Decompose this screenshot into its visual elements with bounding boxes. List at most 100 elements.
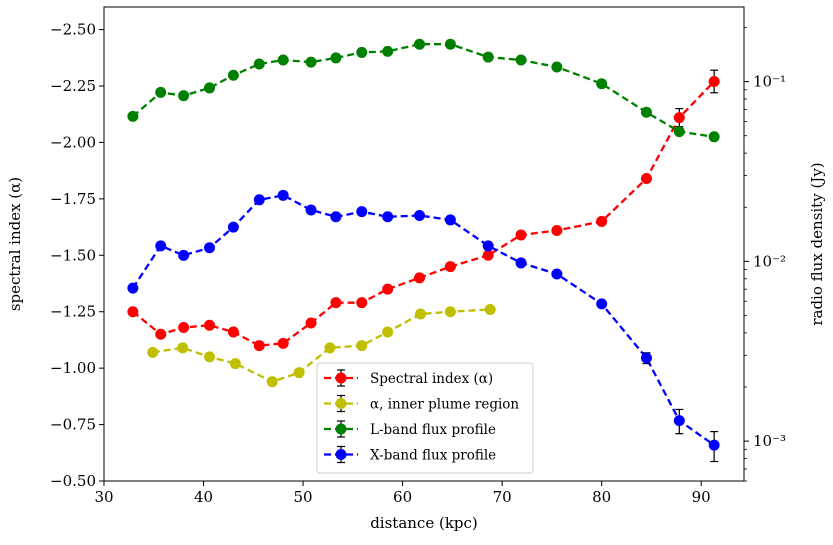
data-point	[253, 340, 265, 352]
x-tick-label: 40	[194, 488, 213, 506]
left-y-tick-label: −1.75	[50, 190, 96, 208]
data-point	[204, 82, 216, 94]
series-3	[127, 189, 720, 463]
data-point	[596, 215, 608, 227]
data-point	[330, 52, 342, 64]
data-point	[324, 342, 336, 354]
data-point	[640, 106, 652, 118]
data-point	[266, 376, 278, 388]
left-y-tick-label: −2.00	[50, 133, 96, 151]
data-point	[708, 131, 720, 143]
left-y-tick-label: −0.75	[50, 416, 96, 434]
data-point	[415, 308, 427, 320]
data-point	[640, 352, 652, 364]
x-axis-label: distance (kpc)	[370, 514, 478, 532]
data-point	[356, 340, 368, 352]
data-point	[277, 337, 289, 349]
data-point	[155, 328, 167, 340]
legend-entry: Spectral index (α)	[324, 369, 493, 387]
data-point	[482, 240, 494, 252]
data-point	[596, 78, 608, 90]
data-point	[227, 69, 239, 81]
legend-marker	[335, 449, 347, 460]
data-point	[444, 306, 456, 318]
data-point	[227, 221, 239, 233]
data-point	[229, 358, 241, 370]
data-point	[673, 126, 685, 138]
legend-marker	[335, 398, 347, 409]
data-point	[484, 303, 496, 315]
data-point	[253, 58, 265, 70]
x-tick-label: 50	[294, 488, 313, 506]
legend-entries: Spectral index (α) α, inner plume region L…	[324, 369, 519, 464]
left-y-tick-label: −2.25	[50, 77, 96, 95]
data-point	[293, 367, 305, 379]
x-tick-label: 80	[592, 488, 611, 506]
x-tick-label: 30	[94, 488, 113, 506]
data-point	[673, 415, 685, 427]
left-y-tick-label: −0.50	[50, 472, 96, 490]
data-point	[444, 261, 456, 273]
data-point	[204, 319, 216, 331]
legend-label: Spectral index (α)	[370, 371, 493, 387]
x-tick-label: 60	[393, 488, 412, 506]
data-point	[277, 54, 289, 66]
data-point	[127, 110, 139, 122]
left-y-axis-label: spectral index (α)	[6, 177, 24, 311]
data-point	[227, 326, 239, 338]
data-point	[596, 298, 608, 310]
data-point	[177, 342, 189, 354]
data-point	[444, 38, 456, 50]
data-point	[305, 204, 317, 216]
data-point	[515, 257, 527, 269]
series-0	[127, 69, 720, 352]
series-line	[131, 194, 715, 447]
left-y-tick-label: −1.25	[50, 303, 96, 321]
data-point	[640, 173, 652, 185]
left-y-tick-label: −2.50	[50, 21, 96, 39]
data-point	[204, 351, 216, 363]
data-point	[444, 214, 456, 226]
data-point	[515, 229, 527, 241]
data-point	[482, 51, 494, 63]
left-y-tick-label: −1.50	[50, 246, 96, 264]
x-tick-label: 90	[692, 488, 711, 506]
data-point	[204, 242, 216, 254]
data-point	[178, 249, 190, 261]
data-point	[277, 189, 289, 201]
right-y-tick-label: 10⁻³	[753, 432, 786, 450]
data-point	[147, 346, 159, 358]
legend: Spectral index (α) α, inner plume region L…	[316, 362, 534, 474]
legend-box	[316, 362, 534, 474]
data-point	[178, 90, 190, 102]
legend-label: L-band flux profile	[370, 422, 496, 438]
data-point	[382, 45, 394, 57]
right-y-axis-label: radio flux density (Jy)	[808, 162, 826, 325]
x-tick-label: 70	[493, 488, 512, 506]
legend-entry: X-band flux profile	[324, 445, 496, 464]
data-point	[253, 194, 265, 206]
data-point	[414, 38, 426, 50]
data-point	[414, 209, 426, 221]
data-point	[551, 268, 563, 280]
data-point	[178, 322, 190, 334]
left-y-tick-label: −1.00	[50, 359, 96, 377]
series-layer	[127, 38, 720, 463]
data-point	[708, 75, 720, 87]
data-point	[382, 326, 394, 338]
legend-label: X-band flux profile	[370, 448, 496, 464]
data-point	[708, 439, 720, 451]
data-point	[551, 224, 563, 236]
data-point	[515, 54, 527, 66]
data-point	[551, 61, 563, 73]
data-point	[330, 211, 342, 223]
data-point	[305, 317, 317, 329]
data-point	[482, 249, 494, 261]
legend-marker	[335, 423, 347, 435]
data-point	[356, 297, 368, 309]
data-point	[356, 206, 368, 218]
data-point	[305, 56, 317, 68]
series-2	[127, 38, 720, 143]
legend-entry: α, inner plume region	[324, 394, 519, 413]
